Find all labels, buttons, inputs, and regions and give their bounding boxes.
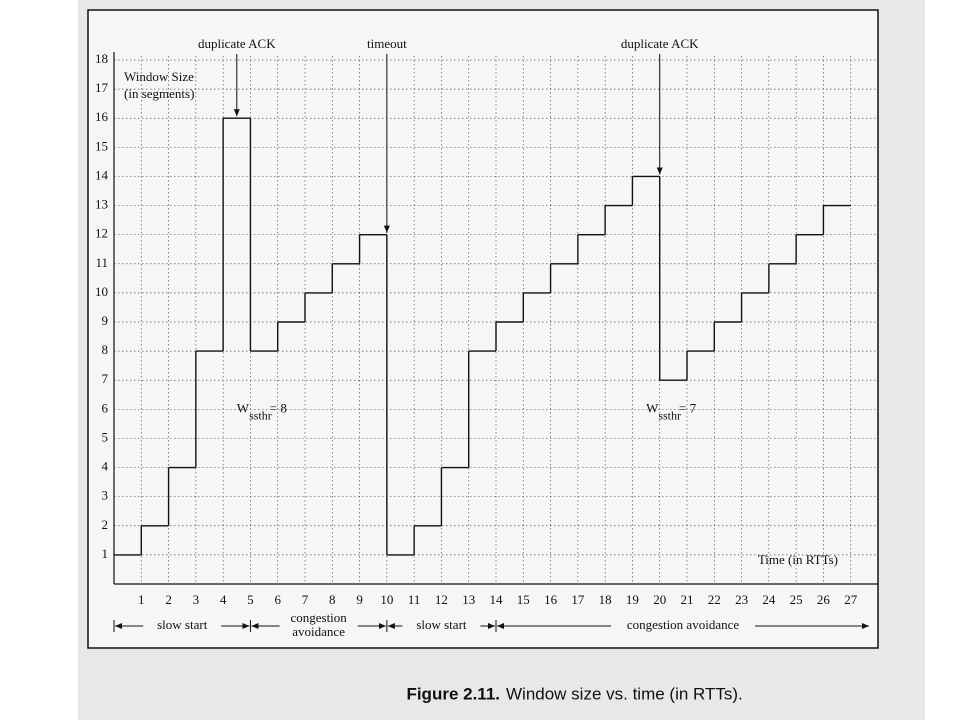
y-tick-label: 11 <box>95 255 108 270</box>
figure-frame <box>87 9 879 649</box>
threshold-subscript: ssthr <box>249 408 272 422</box>
phase-label: slow start <box>416 617 467 632</box>
threshold-label: Wssthr= 7 <box>646 400 697 422</box>
x-axis-label: Time (in RTTs) <box>758 552 838 567</box>
y-tick-label: 5 <box>102 429 109 444</box>
x-tick-label: 3 <box>193 592 200 607</box>
x-tick-label: 18 <box>599 592 612 607</box>
x-tick-label: 25 <box>790 592 803 607</box>
caption-text: Window size vs. time (in RTTs). <box>506 684 743 703</box>
x-tick-label: 2 <box>165 592 172 607</box>
y-tick-label: 13 <box>95 197 108 212</box>
y-tick-label: 10 <box>95 284 108 299</box>
x-tick-label: 20 <box>653 592 666 607</box>
x-tick-label: 22 <box>708 592 721 607</box>
threshold-symbol: W <box>237 400 250 415</box>
y-tick-label: 14 <box>95 167 109 182</box>
x-tick-label: 17 <box>571 592 585 607</box>
x-tick-label: 8 <box>329 592 336 607</box>
phase-label: congestion avoidance <box>627 617 739 632</box>
x-tick-label: 24 <box>762 592 776 607</box>
y-tick-label: 18 <box>95 51 108 66</box>
y-axis-label: (in segments) <box>124 86 194 101</box>
phase-label: congestion <box>290 610 347 625</box>
threshold-value: = 7 <box>679 400 697 415</box>
threshold-value: = 8 <box>270 400 287 415</box>
y-tick-label: 1 <box>102 546 109 561</box>
y-tick-label: 17 <box>95 80 109 95</box>
y-tick-label: 12 <box>95 226 108 241</box>
x-tick-label: 19 <box>626 592 639 607</box>
phase-label: slow start <box>157 617 208 632</box>
x-tick-label: 13 <box>462 592 475 607</box>
threshold-subscript: ssthr <box>658 408 681 422</box>
x-tick-label: 6 <box>274 592 281 607</box>
x-tick-label: 21 <box>681 592 694 607</box>
event-label: duplicate ACK <box>621 36 699 51</box>
x-tick-label: 10 <box>380 592 393 607</box>
x-tick-label: 14 <box>490 592 504 607</box>
x-tick-label: 12 <box>435 592 448 607</box>
x-tick-label: 4 <box>220 592 227 607</box>
threshold-label: Wssthr= 8 <box>237 400 287 422</box>
threshold-symbol: W <box>646 400 659 415</box>
y-tick-label: 8 <box>102 342 109 357</box>
x-tick-label: 11 <box>408 592 421 607</box>
event-label: timeout <box>367 36 407 51</box>
y-tick-label: 3 <box>102 488 109 503</box>
y-tick-label: 16 <box>95 109 109 124</box>
x-tick-label: 15 <box>517 592 530 607</box>
x-tick-label: 5 <box>247 592 254 607</box>
y-tick-label: 2 <box>102 517 109 532</box>
x-tick-label: 9 <box>356 592 363 607</box>
x-tick-label: 16 <box>544 592 558 607</box>
x-tick-label: 23 <box>735 592 748 607</box>
y-tick-label: 6 <box>102 400 109 415</box>
y-tick-label: 7 <box>102 371 109 386</box>
y-tick-label: 9 <box>102 313 109 328</box>
phase-label: avoidance <box>292 624 345 639</box>
caption-number: Figure 2.11. <box>406 684 500 703</box>
y-tick-label: 15 <box>95 138 108 153</box>
x-tick-label: 1 <box>138 592 145 607</box>
event-label: duplicate ACK <box>198 36 276 51</box>
x-tick-label: 7 <box>302 592 309 607</box>
x-tick-label: 26 <box>817 592 831 607</box>
x-tick-label: 27 <box>844 592 858 607</box>
y-tick-label: 4 <box>102 459 109 474</box>
y-axis-label: Window Size <box>124 69 194 84</box>
